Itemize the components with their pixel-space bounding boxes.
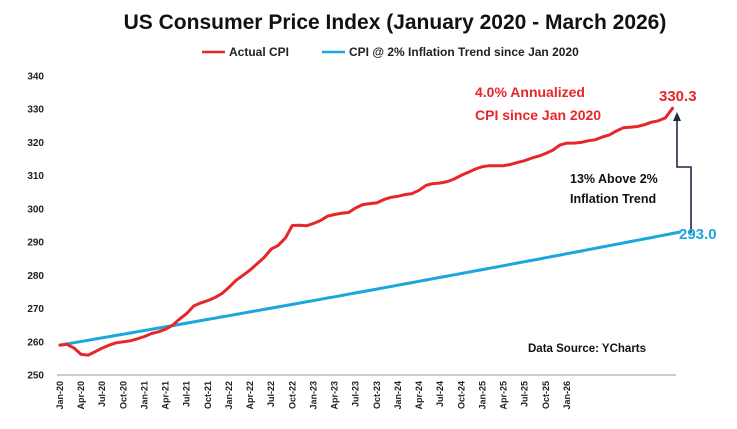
x-tick-label: Apr-23 (330, 381, 340, 410)
gap-note-line1: 13% Above 2% (570, 172, 658, 186)
gap-arrow-line (676, 121, 692, 233)
legend-label-trend: CPI @ 2% Inflation Trend since Jan 2020 (349, 45, 579, 59)
x-tick-label: Jan-24 (393, 381, 403, 410)
x-tick-label: Oct-22 (287, 381, 297, 409)
x-axis-ticks: Jan-20 Apr-20 Jul-20 Oct-20 Jan-21 Apr-21 Jul-… (55, 381, 572, 410)
series-actual-line (58, 106, 674, 357)
data-source-note: Data Source: YCharts (528, 343, 646, 355)
y-axis-ticks: 340 330 320 310 300 290 280 270 260 250 (27, 72, 44, 382)
x-tick-label: Jan-20 (55, 381, 65, 410)
y-tick-label: 250 (27, 371, 44, 382)
trend-end-value-label: 293.0 (679, 226, 717, 243)
annualized-note-line2: CPI since Jan 2020 (475, 107, 601, 123)
x-tick-label: Apr-22 (245, 381, 255, 410)
x-tick-label: Jul-24 (435, 381, 445, 407)
gap-arrow-head (673, 112, 681, 121)
x-tick-label: Oct-23 (372, 381, 382, 409)
x-tick-label: Jan-25 (477, 381, 487, 410)
y-tick-label: 310 (27, 171, 44, 182)
x-tick-label: Oct-24 (456, 381, 466, 409)
x-tick-label: Jul-21 (182, 381, 192, 407)
y-tick-label: 280 (27, 271, 44, 282)
chart-title: US Consumer Price Index (January 2020 - … (124, 11, 667, 34)
y-tick-label: 330 (27, 105, 44, 116)
x-tick-label: Jan-22 (224, 381, 234, 410)
x-tick-label: Apr-25 (499, 381, 509, 410)
x-tick-label: Oct-20 (118, 381, 128, 409)
series-trend-line (58, 230, 681, 347)
x-tick-label: Oct-25 (541, 381, 551, 409)
x-tick-label: Jan-26 (562, 381, 572, 410)
x-tick-label: Jul-23 (351, 381, 361, 407)
y-tick-label: 260 (27, 337, 44, 348)
x-tick-label: Jan-21 (139, 381, 149, 410)
gap-note-line2: Inflation Trend (570, 192, 656, 206)
x-tick-label: Apr-21 (161, 381, 171, 410)
x-tick-label: Apr-20 (76, 381, 86, 410)
y-tick-label: 320 (27, 138, 44, 149)
y-tick-label: 290 (27, 238, 44, 249)
actual-end-value-label: 330.3 (659, 88, 697, 105)
x-tick-label: Jul-22 (266, 381, 276, 407)
y-tick-label: 270 (27, 304, 44, 315)
x-tick-label: Jul-25 (520, 381, 530, 407)
legend-label-actual: Actual CPI (229, 45, 289, 59)
x-tick-label: Jul-20 (97, 381, 107, 407)
y-tick-label: 340 (27, 72, 44, 83)
x-tick-label: Jan-23 (308, 381, 318, 410)
x-tick-label: Oct-21 (203, 381, 213, 409)
y-tick-label: 300 (27, 204, 44, 215)
x-tick-label: Apr-24 (414, 381, 424, 410)
annualized-note-line1: 4.0% Annualized (475, 84, 585, 100)
